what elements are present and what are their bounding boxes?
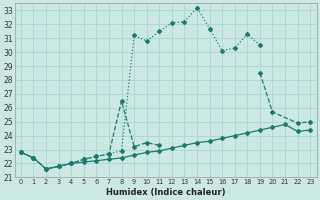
X-axis label: Humidex (Indice chaleur): Humidex (Indice chaleur)	[106, 188, 225, 197]
